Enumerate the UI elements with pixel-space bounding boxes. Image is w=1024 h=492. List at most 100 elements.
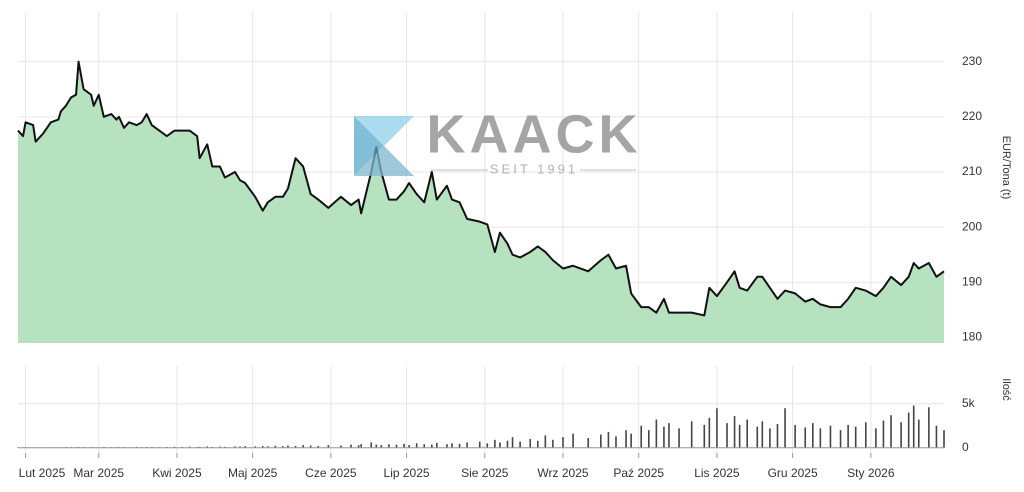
volume-bar [819, 428, 822, 448]
volume-bar [761, 421, 764, 448]
volume-bar [261, 445, 264, 448]
volume-bar [244, 446, 246, 448]
volume-bar [529, 438, 532, 448]
volume-bar [907, 412, 910, 448]
volume-bar [287, 445, 289, 448]
volume-bar [738, 424, 741, 448]
volume-bar [756, 426, 759, 448]
volume-bar [254, 446, 256, 448]
x-tick-label: Lip 2025 [384, 466, 430, 480]
volume-bar [562, 437, 564, 448]
volume-bar [340, 445, 342, 448]
y-tick-label: 5k [962, 396, 976, 410]
volume-bar [784, 408, 786, 448]
x-tick-label: Mar 2025 [73, 466, 124, 480]
x-tick-label: Kwi 2025 [152, 466, 202, 480]
price-area [18, 61, 944, 344]
x-tick-label: Maj 2025 [228, 466, 278, 480]
volume-bar [794, 424, 796, 448]
volume-bar [350, 444, 352, 448]
volume-bar [302, 445, 304, 448]
volume-bar [408, 445, 410, 448]
volume-bar [451, 443, 453, 448]
volume-bar [587, 438, 590, 448]
volume-bar [519, 441, 521, 448]
x-tick-label: Paź 2025 [613, 466, 664, 480]
volume-bar [726, 423, 728, 448]
volume-bar [446, 444, 448, 448]
volume-bar [854, 426, 857, 448]
volume-bar [935, 425, 938, 448]
volume-bar [746, 419, 748, 448]
x-tick-label: Cze 2025 [305, 466, 357, 480]
y-tick-label: 0 [962, 440, 969, 454]
volume-bar [317, 445, 320, 448]
y-axis-label: EUR/Tona (t) [1000, 136, 1012, 200]
volume-bar [282, 446, 284, 448]
volume-bar [536, 440, 539, 448]
volume-bar [466, 442, 468, 448]
volume-bar [266, 446, 269, 448]
logo-shape [354, 116, 384, 176]
volume-bar [499, 442, 501, 448]
volume-bar [436, 442, 438, 448]
volume-bar [309, 445, 312, 448]
y-axis-label: Ilość [1000, 378, 1012, 401]
volume-bar [423, 444, 426, 448]
volume-bar [811, 423, 814, 448]
x-tick-label: Sty 2026 [847, 466, 895, 480]
volume-bar [274, 445, 277, 448]
x-tick-label: Lis 2025 [694, 466, 740, 480]
y-tick-label: 180 [962, 330, 982, 344]
volume-bar [829, 425, 832, 448]
volume-bar [219, 446, 221, 448]
volume-bar [640, 425, 643, 448]
volume-bar [511, 437, 514, 448]
volume-bar [716, 408, 718, 448]
volume-bar [188, 446, 191, 448]
volume-bar [804, 427, 807, 448]
volume-bar [769, 428, 771, 448]
volume-bar [900, 422, 902, 448]
price-line [17, 60, 945, 317]
x-tick-label: Sie 2025 [461, 466, 509, 480]
volume-bar [882, 420, 885, 448]
x-tick-label: Lut 2025 [19, 466, 66, 480]
volume-bar [294, 445, 297, 448]
y-tick-label: 210 [962, 164, 982, 178]
volume-bar [375, 444, 378, 448]
x-tick-label: Wrz 2025 [537, 466, 588, 480]
y-tick-label: 220 [962, 109, 982, 123]
volume-bar [890, 415, 892, 448]
volume-bar [847, 424, 849, 448]
volume-bar [388, 444, 390, 448]
volume-bar [647, 430, 650, 448]
volume-bar [506, 440, 509, 448]
volume-bar [360, 444, 362, 448]
volume-bar [928, 407, 930, 448]
volume-bar [663, 426, 665, 448]
volume-bar [678, 428, 680, 448]
watermark-brand: KAACK [427, 104, 642, 164]
volume-bar [912, 405, 915, 448]
volume-bar [875, 428, 877, 448]
volume-bar [395, 444, 398, 448]
volume-bar [380, 445, 383, 448]
volume-bar [478, 441, 481, 448]
volume-bar [370, 442, 373, 448]
volume-bar [943, 430, 945, 448]
volume-bar [668, 423, 670, 448]
volume-bar [655, 419, 658, 448]
volume-bar [327, 445, 330, 448]
volume-bar [239, 446, 241, 448]
volume-bar [733, 416, 736, 448]
volume-bar [430, 444, 433, 448]
y-tick-label: 190 [962, 274, 982, 288]
volume-bar [917, 419, 920, 448]
volume-bar [864, 422, 867, 448]
volume-bar [206, 446, 209, 448]
y-tick-label: 200 [962, 219, 982, 233]
volume-bar [607, 431, 610, 448]
x-tick-label: Gru 2025 [768, 466, 818, 480]
